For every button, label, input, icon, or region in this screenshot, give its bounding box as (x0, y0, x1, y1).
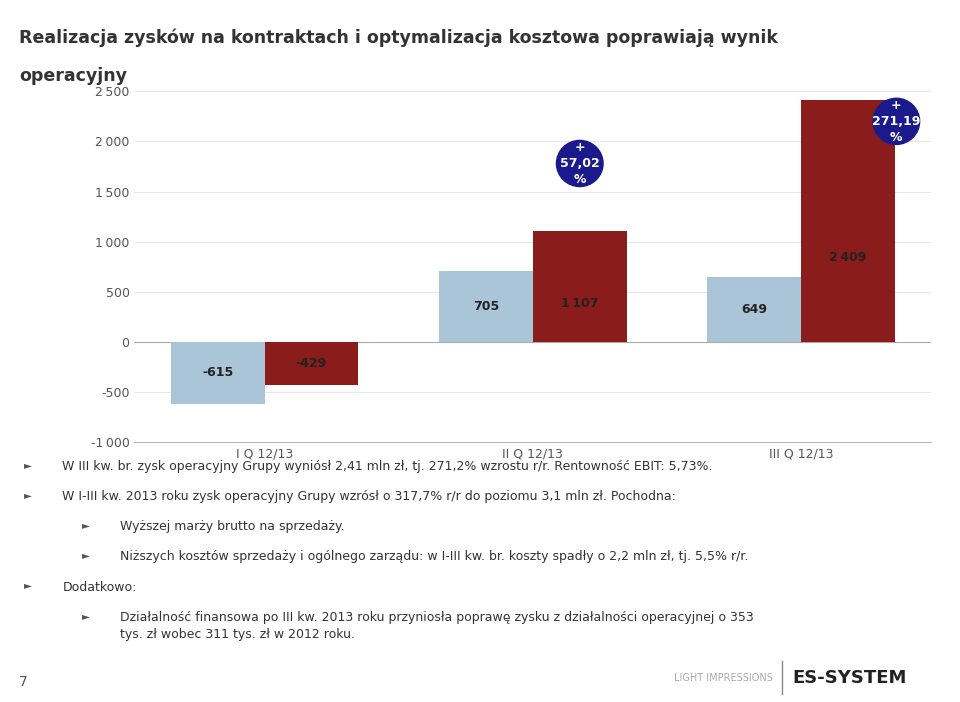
Text: LIGHT IMPRESSIONS: LIGHT IMPRESSIONS (674, 673, 773, 683)
Bar (265, 342, 358, 385)
Bar (439, 271, 533, 342)
Text: 2 409: 2 409 (829, 251, 867, 264)
Text: 705: 705 (472, 300, 499, 313)
Bar (801, 100, 895, 342)
Text: 1 107: 1 107 (561, 297, 598, 310)
Text: ►: ► (24, 460, 32, 470)
Text: 7: 7 (19, 675, 28, 689)
Text: +
57,02
%: + 57,02 % (560, 141, 600, 186)
Bar (533, 231, 627, 342)
Text: ►: ► (82, 550, 89, 560)
Text: -429: -429 (296, 357, 327, 370)
Text: -615: -615 (202, 366, 233, 379)
Text: Działalność finansowa po III kw. 2013 roku przyniosła poprawę zysku z działalnoś: Działalność finansowa po III kw. 2013 ro… (120, 611, 754, 641)
Ellipse shape (557, 140, 603, 187)
Text: W I-III kw. 2013 roku zysk operacyjny Grupy wzrósł o 317,7% r/r do poziomu 3,1 m: W I-III kw. 2013 roku zysk operacyjny Gr… (62, 490, 676, 503)
Text: +
271,19
%: + 271,19 % (872, 99, 921, 144)
Bar (708, 277, 801, 342)
Text: ►: ► (82, 520, 89, 530)
Ellipse shape (873, 98, 920, 145)
Text: W III kw. br. zysk operacyjny Grupy wyniósł 2,41 mln zł, tj. 271,2% wzrostu r/r.: W III kw. br. zysk operacyjny Grupy wyni… (62, 460, 713, 473)
Text: Wyższej marży brutto na sprzedaży.: Wyższej marży brutto na sprzedaży. (120, 520, 345, 534)
Text: operacyjny: operacyjny (19, 67, 127, 85)
Text: Dodatkowo:: Dodatkowo: (62, 581, 136, 594)
Text: ES-SYSTEM: ES-SYSTEM (792, 669, 906, 687)
Bar (171, 342, 265, 404)
Text: ►: ► (24, 490, 32, 500)
Text: ►: ► (24, 581, 32, 590)
Text: Realizacja zysków na kontraktach i optymalizacja kosztowa poprawiają wynik: Realizacja zysków na kontraktach i optym… (19, 28, 778, 46)
Text: ►: ► (82, 611, 89, 621)
Text: Niższych kosztów sprzedaży i ogólnego zarządu: w I-III kw. br. koszty spadły o 2: Niższych kosztów sprzedaży i ogólnego za… (120, 550, 749, 564)
Text: 649: 649 (741, 303, 767, 316)
